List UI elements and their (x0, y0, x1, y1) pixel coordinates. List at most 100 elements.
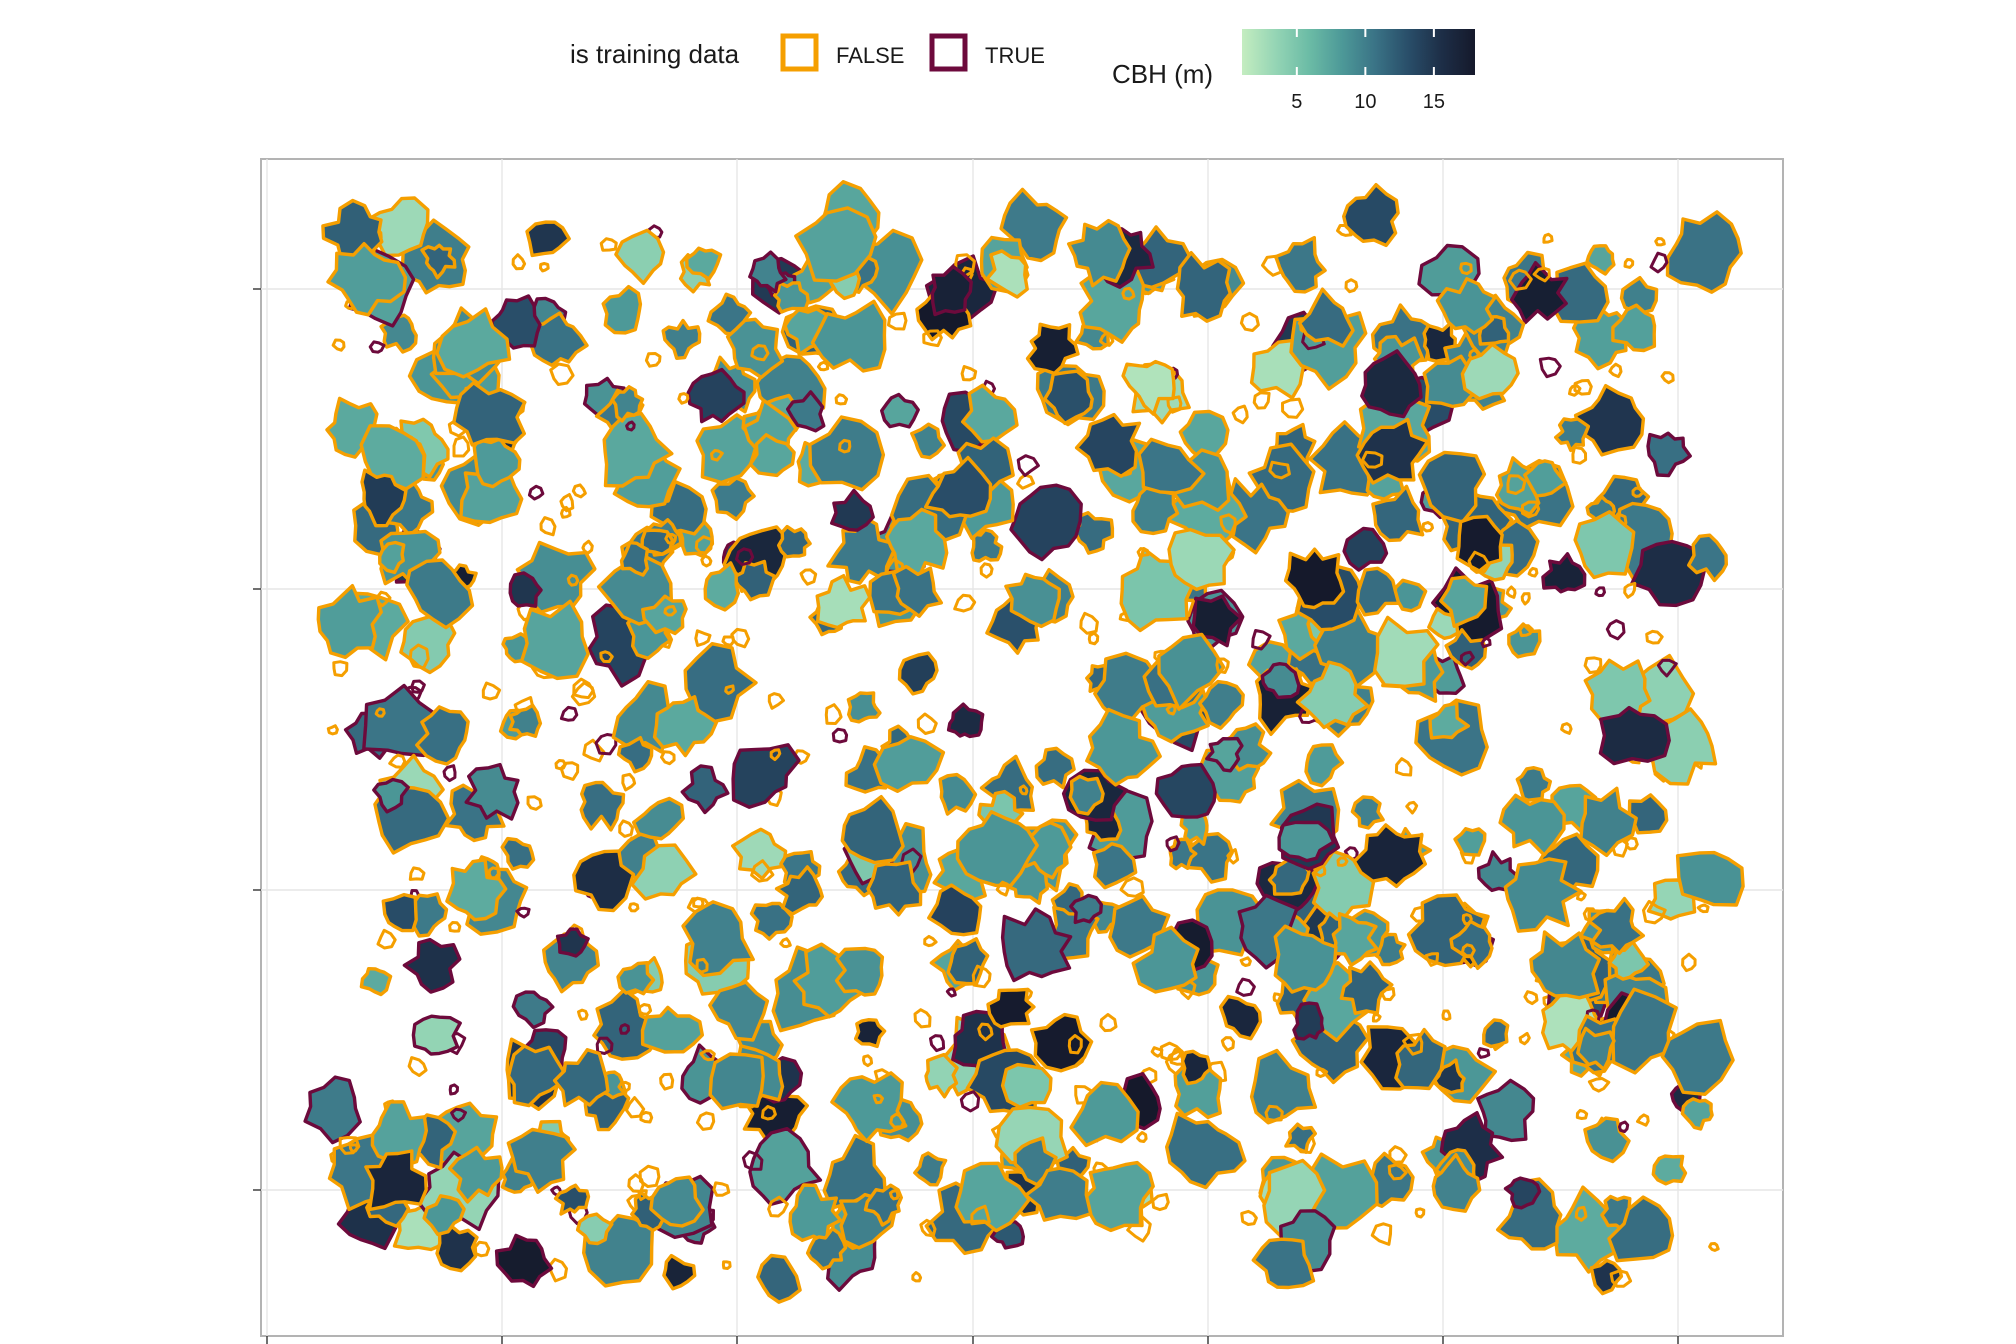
crown-polygon-non-training (1394, 757, 1413, 777)
crown-polygon-training (559, 705, 579, 722)
crown-polygon-training (402, 937, 462, 994)
crown-polygon-non-training (1043, 369, 1094, 426)
crown-polygon-non-training (1087, 631, 1100, 646)
crown-polygon-non-training (1264, 1104, 1284, 1122)
crown-polygon-non-training (846, 691, 882, 724)
crown-polygon-non-training (1523, 459, 1568, 498)
crown-polygon-training (1618, 1120, 1630, 1134)
crown-polygon-non-training (712, 1181, 731, 1197)
crown-polygon-non-training (960, 365, 978, 382)
crown-polygon-non-training (703, 561, 740, 612)
crown-polygon-training (680, 764, 730, 815)
crown-polygon-non-training (1433, 1058, 1466, 1095)
crown-polygon-non-training (1336, 856, 1349, 867)
crown-polygon-non-training (1387, 1163, 1408, 1181)
crown-polygon-non-training (552, 1048, 610, 1108)
crown-polygon-non-training (692, 896, 705, 909)
crown-polygon-non-training (1467, 550, 1491, 574)
crown-polygon-non-training (1297, 287, 1355, 348)
crown-polygon-non-training (511, 253, 527, 271)
crown-polygon-non-training (1239, 956, 1252, 967)
crown-polygon-non-training (961, 383, 1019, 444)
crown-polygon-non-training (1583, 656, 1603, 675)
crown-polygon-non-training (677, 392, 690, 405)
crown-polygon-non-training (946, 937, 990, 986)
crown-polygon-non-training (420, 243, 457, 280)
crown-polygon-non-training (916, 712, 938, 735)
crown-polygon-non-training (326, 242, 408, 317)
crown-polygon-non-training (815, 574, 872, 630)
crown-polygon-non-training (1453, 827, 1487, 857)
crown-polygon-training (1459, 650, 1475, 667)
crown-polygon-non-training (872, 735, 946, 793)
crown-polygon-non-training (1239, 311, 1260, 332)
crown-polygon-training (511, 990, 555, 1030)
crown-polygon-non-training (1218, 994, 1263, 1041)
crown-polygon-non-training (1675, 850, 1745, 907)
crown-polygon-non-training (694, 535, 714, 555)
crown-polygon-non-training (638, 1164, 661, 1188)
crown-polygon-non-training (599, 650, 614, 663)
crown-polygon-training (1503, 1176, 1542, 1210)
crown-polygon-non-training (1034, 746, 1076, 790)
crown-polygon-training (1154, 762, 1217, 819)
crown-polygon-non-training (1167, 527, 1236, 592)
crown-polygon-non-training (1532, 266, 1551, 283)
training-legend-title: is training data (570, 39, 740, 69)
crown-polygon-non-training (1355, 566, 1401, 617)
crown-polygon-training (1541, 552, 1587, 594)
crown-polygon-non-training (1609, 1269, 1633, 1288)
crown-polygon-non-training (923, 934, 938, 948)
crown-polygon-training (1069, 893, 1103, 925)
crown-polygon-non-training (840, 795, 905, 865)
crown-polygon-non-training (721, 635, 735, 647)
crown-polygon-non-training (1455, 514, 1504, 573)
crown-polygon-non-training (1460, 943, 1476, 958)
crown-polygon-training (1165, 835, 1181, 853)
crown-polygon-non-training (1175, 251, 1232, 323)
crown-polygon-non-training (566, 573, 580, 587)
crown-polygon-training (494, 1233, 554, 1289)
crown-polygon-non-training (1654, 237, 1666, 247)
crown-polygon-training (959, 1090, 981, 1113)
crown-polygon-training (1235, 977, 1256, 997)
crown-polygon-non-training (1554, 417, 1591, 453)
crown-polygon-non-training (452, 381, 527, 447)
crown-polygon-non-training (618, 819, 634, 838)
crown-polygon-non-training (938, 772, 978, 816)
crown-polygon-training (1016, 454, 1040, 477)
crown-polygon-training (735, 547, 755, 567)
crown-polygon-training (731, 743, 801, 809)
crown-polygon-non-training (1665, 210, 1743, 294)
crown-polygon-non-training (381, 892, 418, 933)
crown-polygon-non-training (641, 594, 688, 636)
crown-polygon-non-training (1579, 786, 1638, 858)
crown-polygon-non-training (560, 505, 572, 519)
crown-polygon-non-training (621, 772, 637, 792)
training-legend: is training data FALSE TRUE (570, 33, 1045, 72)
crown-polygon-non-training (473, 1240, 491, 1258)
crown-polygon-non-training (640, 1005, 704, 1054)
crown-polygon-non-training (1121, 286, 1136, 301)
crown-polygon-non-training (448, 1145, 504, 1204)
crown-polygon-non-training (1069, 1080, 1140, 1148)
crown-polygon-non-training (1231, 404, 1249, 425)
crown-polygon-non-training (549, 362, 575, 386)
crown-polygon-non-training (897, 651, 939, 696)
crown-polygon-non-training (1573, 384, 1646, 457)
crown-polygon-non-training (979, 562, 994, 579)
crown-polygon-non-training (1575, 1108, 1589, 1120)
crown-polygon-non-training (599, 237, 618, 252)
crown-polygon-non-training (662, 1253, 697, 1291)
crown-polygon-non-training (986, 987, 1036, 1029)
crown-polygon-non-training (779, 937, 792, 949)
crown-polygon-non-training (721, 1260, 732, 1270)
crown-polygon-non-training (1273, 924, 1338, 994)
crown-polygon-non-training (1523, 990, 1539, 1006)
crown-polygon-non-training (1074, 412, 1142, 478)
crown-polygon-non-training (572, 677, 595, 700)
crown-polygon-non-training (1503, 857, 1583, 933)
crown-polygon-non-training (1315, 1067, 1329, 1078)
crown-polygon-non-training (1342, 183, 1400, 248)
